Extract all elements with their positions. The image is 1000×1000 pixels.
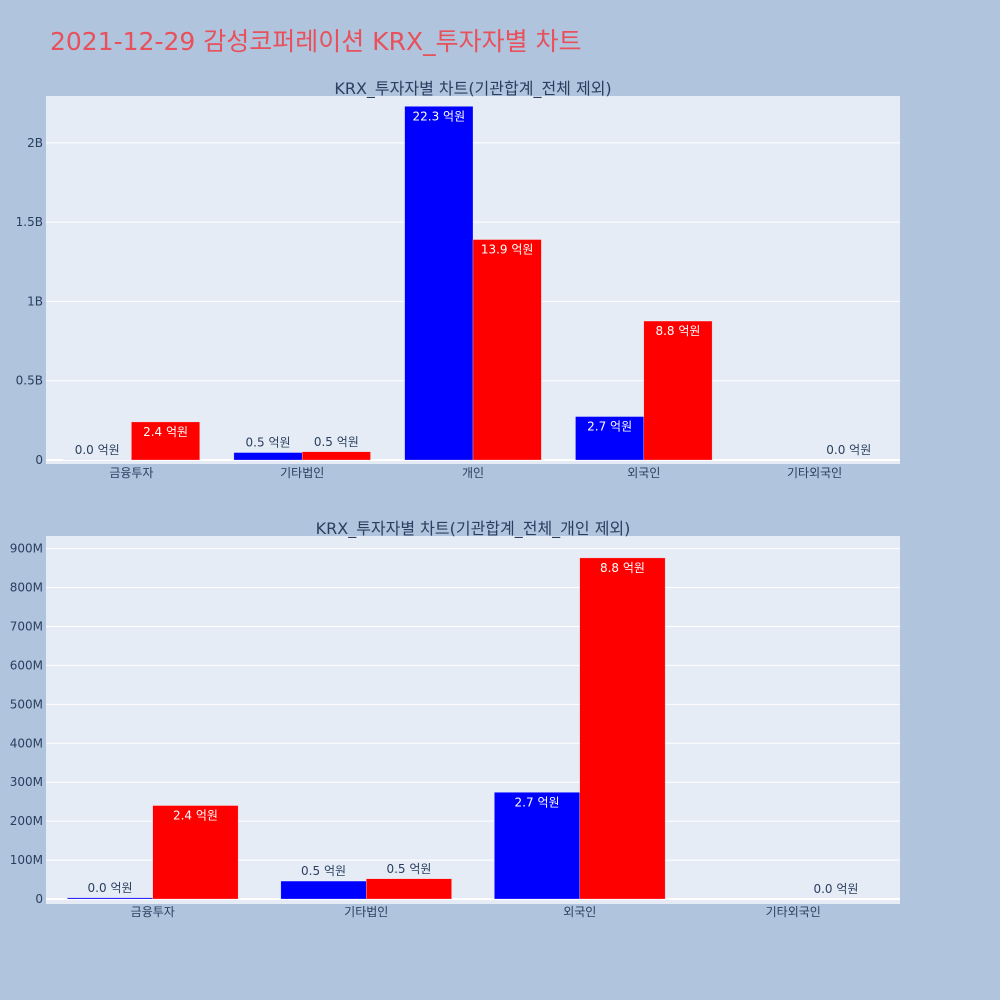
y-tick-label: 600M: [10, 658, 43, 672]
x-tick-label: 외국인: [627, 466, 660, 480]
x-tick-label: 기타법인: [280, 466, 324, 480]
data-label: 2.4 억원: [173, 809, 218, 823]
x-tick-label: 금융투자: [109, 466, 153, 480]
bar: [131, 421, 200, 461]
bar: [643, 320, 713, 461]
data-label: 0.0 억원: [813, 882, 858, 896]
bar: [280, 880, 367, 900]
y-tick-label: 200M: [10, 814, 43, 828]
y-tick-label: 700M: [10, 619, 43, 633]
data-label: 0.0 억원: [75, 443, 120, 457]
data-label: 0.5 억원: [301, 864, 346, 878]
x-tick-label: 기타법인: [344, 905, 388, 919]
x-tick-label: 기타외국인: [787, 466, 842, 480]
data-label: 0.0 억원: [88, 881, 133, 895]
y-tick-label: 400M: [10, 736, 43, 750]
data-label: 0.5 억원: [314, 435, 359, 449]
chart-title: KRX_투자자별 차트(기관합계_전체_개인 제외): [316, 519, 631, 539]
x-tick-label: 외국인: [563, 905, 596, 919]
bar: [472, 239, 542, 461]
y-tick-label: 800M: [10, 581, 43, 595]
data-label: 2.7 억원: [515, 795, 560, 809]
page-title: 2021-12-29 감성코퍼레이션 KRX_투자자별 차트: [50, 27, 582, 56]
data-label: 0.5 억원: [386, 862, 431, 876]
y-tick-label: 0: [35, 453, 43, 467]
bar: [575, 416, 645, 461]
chart-title: KRX_투자자별 차트(기관합계_전체 제외): [334, 79, 611, 99]
bar: [67, 897, 153, 900]
data-label: 22.3 억원: [413, 109, 466, 123]
bar: [404, 106, 474, 461]
data-label: 0.5 억원: [246, 436, 291, 450]
bar: [301, 451, 371, 461]
data-label: 2.7 억원: [587, 420, 632, 434]
bar: [152, 805, 239, 900]
y-tick-label: 300M: [10, 775, 43, 789]
y-tick-label: 500M: [10, 697, 43, 711]
data-label: 8.8 억원: [600, 561, 645, 575]
y-tick-label: 0.5B: [16, 374, 43, 388]
y-tick-label: 900M: [10, 542, 43, 556]
x-tick-label: 기타외국인: [766, 905, 821, 919]
y-tick-label: 100M: [10, 853, 43, 867]
bar: [233, 452, 303, 461]
x-tick-label: 개인: [462, 466, 484, 480]
data-label: 13.9 억원: [481, 243, 534, 257]
data-label: 0.0 억원: [826, 443, 871, 457]
y-tick-label: 1.5B: [16, 215, 43, 229]
x-tick-label: 금융투자: [131, 905, 175, 919]
data-label: 2.4 억원: [143, 425, 188, 439]
bar: [366, 878, 452, 900]
y-tick-label: 2B: [27, 136, 43, 150]
y-tick-label: 1B: [27, 294, 43, 308]
bar: [494, 792, 581, 900]
bar: [579, 557, 666, 900]
data-label: 8.8 억원: [655, 324, 700, 338]
y-tick-label: 0: [35, 892, 43, 906]
